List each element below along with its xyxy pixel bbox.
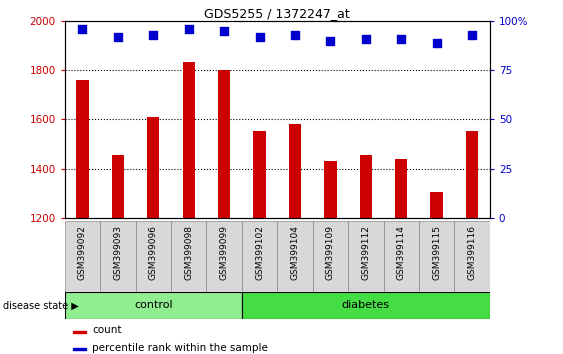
Text: GSM399092: GSM399092 <box>78 225 87 280</box>
Bar <box>348 221 383 292</box>
Bar <box>278 221 312 292</box>
Bar <box>466 131 479 218</box>
Text: GSM399109: GSM399109 <box>326 225 335 280</box>
Bar <box>73 331 86 333</box>
Point <box>468 32 477 38</box>
Bar <box>383 221 419 292</box>
Bar <box>182 62 195 218</box>
Bar <box>360 155 372 218</box>
Bar <box>207 221 242 292</box>
Bar <box>65 292 242 319</box>
Point <box>113 34 122 40</box>
Bar <box>312 221 348 292</box>
Text: GSM399114: GSM399114 <box>397 225 406 280</box>
Title: GDS5255 / 1372247_at: GDS5255 / 1372247_at <box>204 7 350 20</box>
Bar <box>289 124 301 218</box>
Text: GSM399116: GSM399116 <box>468 225 477 280</box>
Text: count: count <box>92 325 122 335</box>
Point <box>397 36 406 42</box>
Text: GSM399102: GSM399102 <box>255 225 264 280</box>
Text: GSM399098: GSM399098 <box>184 225 193 280</box>
Point <box>255 34 264 40</box>
Point <box>432 40 441 46</box>
Text: GSM399112: GSM399112 <box>361 225 370 280</box>
Point <box>220 28 229 34</box>
Bar <box>65 221 100 292</box>
Point <box>361 36 370 42</box>
Bar <box>431 192 443 218</box>
Text: percentile rank within the sample: percentile rank within the sample <box>92 343 268 353</box>
Bar <box>76 80 88 218</box>
Text: GSM399104: GSM399104 <box>291 225 300 280</box>
Text: control: control <box>134 300 173 310</box>
Point <box>291 32 300 38</box>
Text: GSM399096: GSM399096 <box>149 225 158 280</box>
Bar <box>73 348 86 350</box>
Bar <box>454 221 490 292</box>
Bar <box>242 292 490 319</box>
Bar <box>395 159 408 218</box>
Point <box>78 26 87 32</box>
Text: GSM399115: GSM399115 <box>432 225 441 280</box>
Bar <box>147 117 159 218</box>
Bar <box>171 221 207 292</box>
Bar <box>419 221 454 292</box>
Text: disease state ▶: disease state ▶ <box>3 300 79 310</box>
Bar <box>253 131 266 218</box>
Point <box>326 38 335 44</box>
Text: GSM399093: GSM399093 <box>113 225 122 280</box>
Bar <box>242 221 277 292</box>
Text: diabetes: diabetes <box>342 300 390 310</box>
Text: GSM399099: GSM399099 <box>220 225 229 280</box>
Bar <box>324 161 337 218</box>
Bar <box>218 70 230 218</box>
Point <box>149 32 158 38</box>
Bar <box>111 155 124 218</box>
Point <box>184 26 193 32</box>
Bar <box>136 221 171 292</box>
Bar <box>100 221 136 292</box>
